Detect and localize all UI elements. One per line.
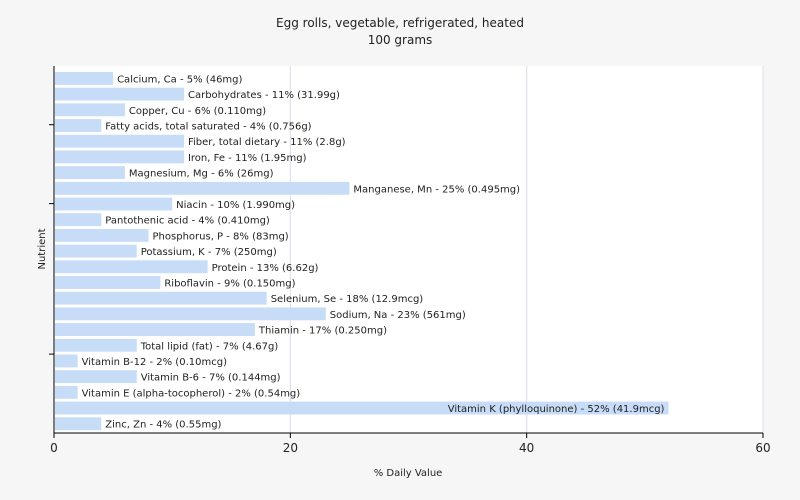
chart-subtitle: 100 grams bbox=[368, 33, 433, 47]
bar-label: Vitamin B-12 - 2% (0.10mcg) bbox=[82, 357, 227, 368]
grid-lines bbox=[289, 66, 764, 433]
bar-label: Manganese, Mn - 25% (0.495mg) bbox=[353, 184, 520, 195]
bar-label: Magnesium, Mg - 6% (26mg) bbox=[129, 169, 274, 180]
bars-group: Calcium, Ca - 5% (46mg) Carbohydrates - 1… bbox=[55, 72, 669, 431]
bar bbox=[55, 228, 149, 242]
bar-label: Carbohydrates - 11% (31.99g) bbox=[188, 90, 340, 101]
bar-label: Phosphorus, P - 8% (83mg) bbox=[153, 231, 289, 242]
x-tick-label: 40 bbox=[519, 441, 534, 455]
bar-label: Vitamin B-6 - 7% (0.144mg) bbox=[141, 373, 281, 384]
bar-label: Pantothenic acid - 4% (0.410mg) bbox=[105, 216, 270, 227]
bar-label: Sodium, Na - 23% (561mg) bbox=[330, 310, 466, 321]
bar bbox=[55, 417, 102, 431]
bar bbox=[55, 213, 102, 227]
bar-label: Fiber, total dietary - 11% (2.8g) bbox=[188, 137, 346, 148]
bar bbox=[55, 166, 125, 180]
bar bbox=[55, 244, 137, 258]
y-axis-label: Nutrient bbox=[37, 228, 48, 269]
bar bbox=[55, 385, 78, 399]
bar-label: Protein - 13% (6.62g) bbox=[212, 263, 319, 274]
bar-label: Potassium, K - 7% (250mg) bbox=[141, 247, 277, 258]
bar bbox=[55, 134, 184, 148]
bar bbox=[55, 119, 102, 132]
bar-label: Selenium, Se - 18% (12.9mcg) bbox=[271, 294, 424, 305]
bar bbox=[55, 401, 669, 415]
x-tick-label: 60 bbox=[755, 441, 770, 455]
bar-label: Copper, Cu - 6% (0.110mg) bbox=[129, 106, 266, 117]
bar bbox=[55, 323, 255, 337]
axes-group: 0 20 40 60 bbox=[49, 66, 771, 455]
bar-label: Total lipid (fat) - 7% (4.67g) bbox=[140, 341, 279, 352]
bar bbox=[55, 197, 173, 211]
bar-label: Vitamin K (phylloquinone) - 52% (41.9mcg… bbox=[448, 404, 665, 415]
bar-label: Riboflavin - 9% (0.150mg) bbox=[164, 278, 295, 289]
bar bbox=[55, 103, 125, 117]
bar-label: Calcium, Ca - 5% (46mg) bbox=[117, 74, 242, 85]
bar bbox=[55, 370, 137, 384]
bar bbox=[55, 72, 114, 85]
x-axis-label: % Daily Value bbox=[374, 468, 443, 479]
bar-label: Niacin - 10% (1.990mg) bbox=[176, 200, 295, 211]
bar-label: Fatty acids, total saturated - 4% (0.756… bbox=[105, 122, 311, 133]
x-tick-label: 20 bbox=[283, 441, 298, 455]
bar bbox=[55, 276, 161, 289]
bar bbox=[55, 260, 208, 274]
chart-title: Egg rolls, vegetable, refrigerated, heat… bbox=[276, 16, 524, 30]
bar-label: Vitamin E (alpha-tocopherol) - 2% (0.54m… bbox=[82, 388, 301, 399]
bar bbox=[55, 307, 326, 321]
bar bbox=[55, 87, 184, 101]
bar bbox=[55, 291, 267, 305]
bar-label: Iron, Fe - 11% (1.95mg) bbox=[188, 153, 307, 164]
bar-label: Thiamin - 17% (0.250mg) bbox=[258, 326, 387, 337]
bar-label: Zinc, Zn - 4% (0.55mg) bbox=[105, 420, 221, 431]
bar bbox=[55, 150, 184, 164]
bar bbox=[55, 338, 137, 352]
plot-area bbox=[54, 66, 763, 433]
x-tick-label: 0 bbox=[50, 441, 58, 455]
bar bbox=[55, 181, 350, 195]
bar bbox=[55, 354, 78, 368]
